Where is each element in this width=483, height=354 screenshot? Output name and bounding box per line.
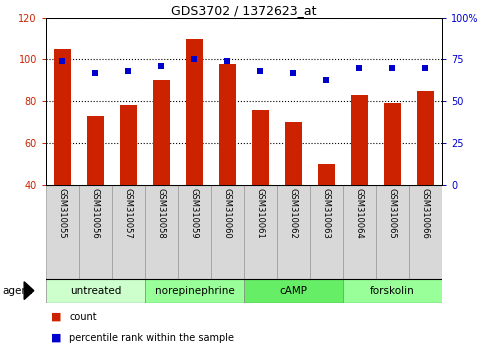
Text: percentile rank within the sample: percentile rank within the sample <box>69 333 234 343</box>
Text: cAMP: cAMP <box>280 286 307 296</box>
Bar <box>351 95 368 185</box>
Point <box>190 57 198 62</box>
Point <box>58 58 66 64</box>
Bar <box>54 49 71 185</box>
Bar <box>87 116 104 185</box>
Bar <box>277 185 310 279</box>
Bar <box>112 185 145 279</box>
Bar <box>145 279 244 303</box>
Bar <box>285 122 302 185</box>
Point <box>422 65 429 71</box>
Bar <box>178 185 211 279</box>
Point <box>323 77 330 82</box>
Bar <box>120 105 137 185</box>
Bar <box>376 185 409 279</box>
Text: GSM310061: GSM310061 <box>256 188 265 238</box>
Bar <box>46 185 79 279</box>
Text: GSM310064: GSM310064 <box>355 188 364 238</box>
Bar <box>244 185 277 279</box>
Bar <box>186 39 203 185</box>
Text: GSM310066: GSM310066 <box>421 188 430 239</box>
Text: untreated: untreated <box>70 286 121 296</box>
Point <box>125 68 132 74</box>
Text: GSM310055: GSM310055 <box>58 188 67 238</box>
Point <box>91 70 99 76</box>
Bar <box>211 185 244 279</box>
Text: GSM310058: GSM310058 <box>157 188 166 238</box>
Bar <box>153 80 170 185</box>
Text: GSM310060: GSM310060 <box>223 188 232 238</box>
Point <box>289 70 297 76</box>
Bar <box>384 103 401 185</box>
Title: GDS3702 / 1372623_at: GDS3702 / 1372623_at <box>171 4 317 17</box>
Text: count: count <box>69 312 97 322</box>
Point <box>388 65 396 71</box>
Bar <box>409 185 442 279</box>
Text: ■: ■ <box>51 333 61 343</box>
Text: agent: agent <box>2 286 32 296</box>
Text: forskolin: forskolin <box>370 286 415 296</box>
Bar <box>244 279 343 303</box>
Text: GSM310062: GSM310062 <box>289 188 298 238</box>
Text: norepinephrine: norepinephrine <box>155 286 234 296</box>
Bar <box>343 279 442 303</box>
Bar <box>417 91 434 185</box>
Text: GSM310056: GSM310056 <box>91 188 100 238</box>
Text: GSM310059: GSM310059 <box>190 188 199 238</box>
Bar <box>145 185 178 279</box>
Point <box>355 65 363 71</box>
Bar <box>46 279 145 303</box>
Bar <box>219 64 236 185</box>
Bar <box>310 185 343 279</box>
Text: GSM310065: GSM310065 <box>388 188 397 238</box>
Point <box>224 58 231 64</box>
Text: ■: ■ <box>51 312 61 322</box>
Bar <box>318 164 335 185</box>
Bar <box>343 185 376 279</box>
Point <box>157 63 165 69</box>
Bar <box>79 185 112 279</box>
Text: GSM310063: GSM310063 <box>322 188 331 239</box>
Point <box>256 68 264 74</box>
Text: GSM310057: GSM310057 <box>124 188 133 238</box>
Bar <box>252 110 269 185</box>
